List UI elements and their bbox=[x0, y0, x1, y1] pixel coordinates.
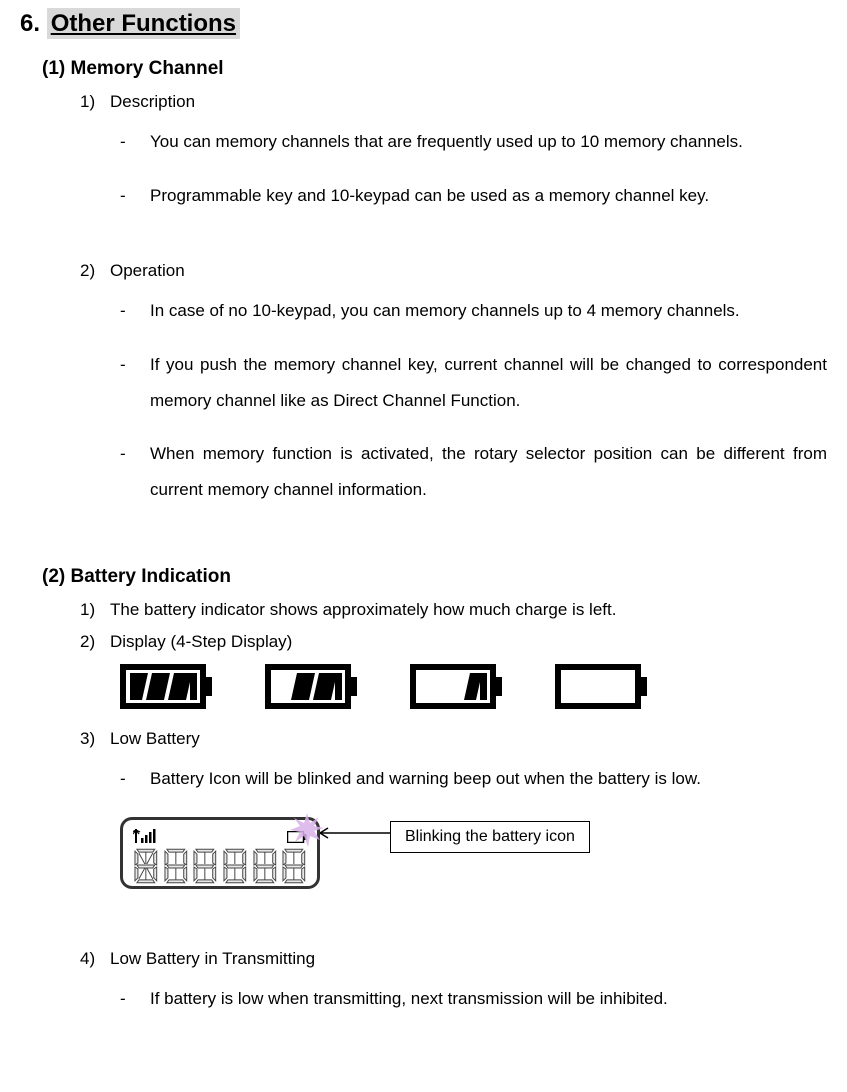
dash-marker: - bbox=[120, 347, 150, 418]
item-battery-2: 2) Display (4-Step Display) bbox=[80, 632, 827, 652]
lcd-display-container: Blinking the battery icon bbox=[120, 817, 827, 889]
section-title-text: Other Functions bbox=[47, 8, 240, 39]
seven-segment-digit bbox=[192, 848, 218, 884]
item-number: 2) bbox=[80, 632, 110, 652]
item-label: The battery indicator shows approximatel… bbox=[110, 600, 827, 620]
signal-icon bbox=[133, 829, 157, 843]
item-number: 4) bbox=[80, 949, 110, 969]
item-label: Display (4-Step Display) bbox=[110, 632, 827, 652]
dash-item: - In case of no 10-keypad, you can memor… bbox=[120, 293, 827, 329]
item-operation: 2) Operation bbox=[80, 261, 827, 281]
subsection-battery-indication: (2) Battery Indication bbox=[42, 566, 827, 588]
item-label: Description bbox=[110, 92, 827, 112]
item-number: 2) bbox=[80, 261, 110, 281]
item-battery-3: 3) Low Battery bbox=[80, 729, 827, 749]
item-battery-4: 4) Low Battery in Transmitting bbox=[80, 949, 827, 969]
item-label: Low Battery in Transmitting bbox=[110, 949, 827, 969]
dash-text: If you push the memory channel key, curr… bbox=[150, 347, 827, 418]
dash-marker: - bbox=[120, 293, 150, 329]
battery-icon-empty bbox=[555, 664, 650, 709]
seven-segment-digit bbox=[163, 848, 189, 884]
dash-item: - If battery is low when transmitting, n… bbox=[120, 981, 827, 1017]
lcd-display bbox=[120, 817, 320, 889]
dash-text: You can memory channels that are frequen… bbox=[150, 124, 827, 160]
dash-item: - Programmable key and 10-keypad can be … bbox=[120, 178, 827, 214]
dash-item: - When memory function is activated, the… bbox=[120, 436, 827, 507]
item-battery-1: 1) The battery indicator shows approxima… bbox=[80, 600, 827, 620]
subsection-memory-channel: (1) Memory Channel bbox=[42, 58, 827, 80]
item-number: 1) bbox=[80, 600, 110, 620]
battery-display-row bbox=[120, 664, 827, 709]
dash-marker: - bbox=[120, 124, 150, 160]
seven-segment-digit bbox=[281, 848, 307, 884]
dash-marker: - bbox=[120, 981, 150, 1017]
item-number: 1) bbox=[80, 92, 110, 112]
seven-segment-digit bbox=[252, 848, 278, 884]
battery-icon-one-third bbox=[410, 664, 505, 709]
dash-marker: - bbox=[120, 436, 150, 507]
dash-text: If battery is low when transmitting, nex… bbox=[150, 981, 827, 1017]
section-number: 6. bbox=[20, 10, 40, 37]
battery-icon-two-thirds bbox=[265, 664, 360, 709]
dash-item: - If you push the memory channel key, cu… bbox=[120, 347, 827, 418]
section-title: 6. Other Functions bbox=[20, 10, 827, 38]
dash-marker: - bbox=[120, 761, 150, 797]
battery-icon-full bbox=[120, 664, 215, 709]
callout-label: Blinking the battery icon bbox=[390, 821, 590, 853]
blink-burst-icon bbox=[289, 812, 325, 848]
dash-item: - Battery Icon will be blinked and warni… bbox=[120, 761, 827, 797]
dash-text: In case of no 10-keypad, you can memory … bbox=[150, 293, 827, 329]
lcd-digits-row bbox=[133, 848, 307, 884]
item-description: 1) Description bbox=[80, 92, 827, 112]
item-label: Operation bbox=[110, 261, 827, 281]
callout-line bbox=[320, 825, 390, 845]
seven-segment-digit bbox=[222, 848, 248, 884]
dash-text: Programmable key and 10-keypad can be us… bbox=[150, 178, 827, 214]
dash-text: When memory function is activated, the r… bbox=[150, 436, 827, 507]
dash-marker: - bbox=[120, 178, 150, 214]
dash-text: Battery Icon will be blinked and warning… bbox=[150, 761, 827, 797]
item-number: 3) bbox=[80, 729, 110, 749]
seven-segment-digit bbox=[133, 848, 159, 884]
dash-item: - You can memory channels that are frequ… bbox=[120, 124, 827, 160]
item-label: Low Battery bbox=[110, 729, 827, 749]
